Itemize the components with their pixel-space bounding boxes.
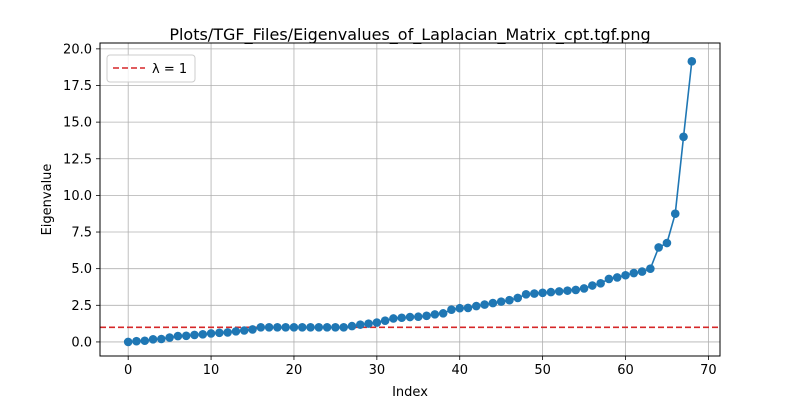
x-tick-label: 50	[534, 363, 551, 378]
y-tick-label: 7.5	[71, 226, 92, 241]
data-point	[588, 281, 597, 290]
data-point	[554, 287, 564, 296]
data-point	[438, 309, 448, 318]
data-point	[364, 319, 373, 328]
legend: λ = 1	[106, 54, 196, 83]
data-point	[413, 312, 423, 322]
data-point	[405, 312, 415, 322]
data-point	[273, 322, 282, 332]
data-point	[314, 322, 324, 332]
data-point	[422, 311, 431, 321]
x-tick-label: 40	[451, 363, 468, 378]
data-point	[289, 322, 299, 332]
data-point	[447, 305, 456, 314]
x-tick-label: 70	[700, 363, 717, 378]
data-point	[181, 331, 191, 341]
data-point	[480, 300, 489, 309]
data-point	[571, 285, 581, 295]
data-point	[579, 284, 589, 293]
data-point	[372, 318, 382, 327]
x-axis-ticks: 0 10 20 30 40 50 60 70	[124, 356, 717, 378]
data-point	[206, 329, 216, 338]
data-point	[281, 322, 290, 332]
data-point	[488, 298, 498, 308]
data-point	[198, 330, 208, 339]
x-tick-label: 0	[124, 363, 132, 378]
y-tick-label: 20.0	[63, 42, 92, 57]
data-point	[596, 279, 605, 288]
legend-box	[106, 54, 196, 83]
data-point	[215, 328, 224, 338]
data-point	[256, 322, 266, 332]
data-point	[380, 316, 390, 325]
data-point	[190, 330, 199, 340]
data-point	[140, 336, 150, 346]
data-point	[239, 326, 249, 335]
y-tick-label: 10.0	[63, 189, 92, 204]
data-point	[347, 321, 357, 331]
data-point	[397, 313, 407, 323]
data-point	[496, 297, 506, 306]
data-point	[148, 334, 158, 344]
legend-entry-lambda: λ = 1	[152, 62, 187, 77]
data-point	[538, 288, 547, 298]
data-point	[629, 268, 639, 278]
data-point	[612, 273, 622, 282]
data-point	[670, 209, 680, 219]
data-point	[223, 328, 232, 337]
data-point	[173, 331, 183, 341]
data-point	[662, 238, 672, 248]
data-point	[621, 270, 630, 280]
data-point	[455, 303, 465, 313]
data-point	[604, 274, 614, 284]
y-tick-label: 2.5	[71, 299, 92, 314]
data-point	[132, 336, 141, 346]
x-tick-label: 10	[203, 363, 220, 378]
data-point	[679, 132, 688, 142]
data-point	[389, 314, 398, 323]
grid-lines	[100, 43, 720, 356]
y-axis-ticks: 0.0 2.5 5.0 7.5 10.0 12.5 15.0 17.5 20.0	[63, 42, 100, 350]
x-axis-label: Index	[392, 385, 428, 400]
data-point	[248, 325, 257, 334]
y-axis-label: Eigenvalue	[40, 164, 55, 236]
data-point	[472, 301, 481, 311]
x-tick-label: 30	[369, 363, 386, 378]
data-point	[306, 322, 315, 332]
data-point	[521, 290, 531, 299]
data-point	[430, 310, 440, 319]
data-point	[157, 334, 166, 344]
data-point	[463, 303, 473, 313]
data-point	[297, 322, 307, 332]
data-point	[123, 337, 133, 347]
data-series	[123, 57, 697, 347]
y-tick-label: 12.5	[63, 152, 92, 167]
data-point	[637, 267, 647, 276]
data-point	[654, 243, 663, 252]
data-point	[687, 57, 697, 66]
data-point	[322, 322, 332, 332]
data-point	[505, 295, 514, 305]
data-point	[355, 320, 365, 329]
data-point	[546, 287, 556, 297]
y-tick-label: 17.5	[63, 79, 92, 94]
y-tick-label: 15.0	[63, 116, 92, 131]
data-point	[165, 333, 174, 342]
plot-frame	[99, 42, 721, 357]
data-point	[264, 322, 274, 332]
x-tick-label: 60	[617, 363, 634, 378]
data-point	[530, 289, 539, 298]
data-point	[331, 322, 340, 332]
chart-title: Plots/TGF_Files/Eigenvalues_of_Laplacian…	[169, 25, 650, 45]
y-tick-label: 5.0	[71, 262, 92, 277]
data-point	[563, 286, 572, 295]
data-point	[513, 293, 523, 303]
y-tick-label: 0.0	[71, 335, 92, 350]
x-tick-label: 20	[286, 363, 303, 378]
data-point	[646, 264, 655, 273]
data-point	[231, 327, 241, 336]
data-point	[339, 322, 348, 332]
